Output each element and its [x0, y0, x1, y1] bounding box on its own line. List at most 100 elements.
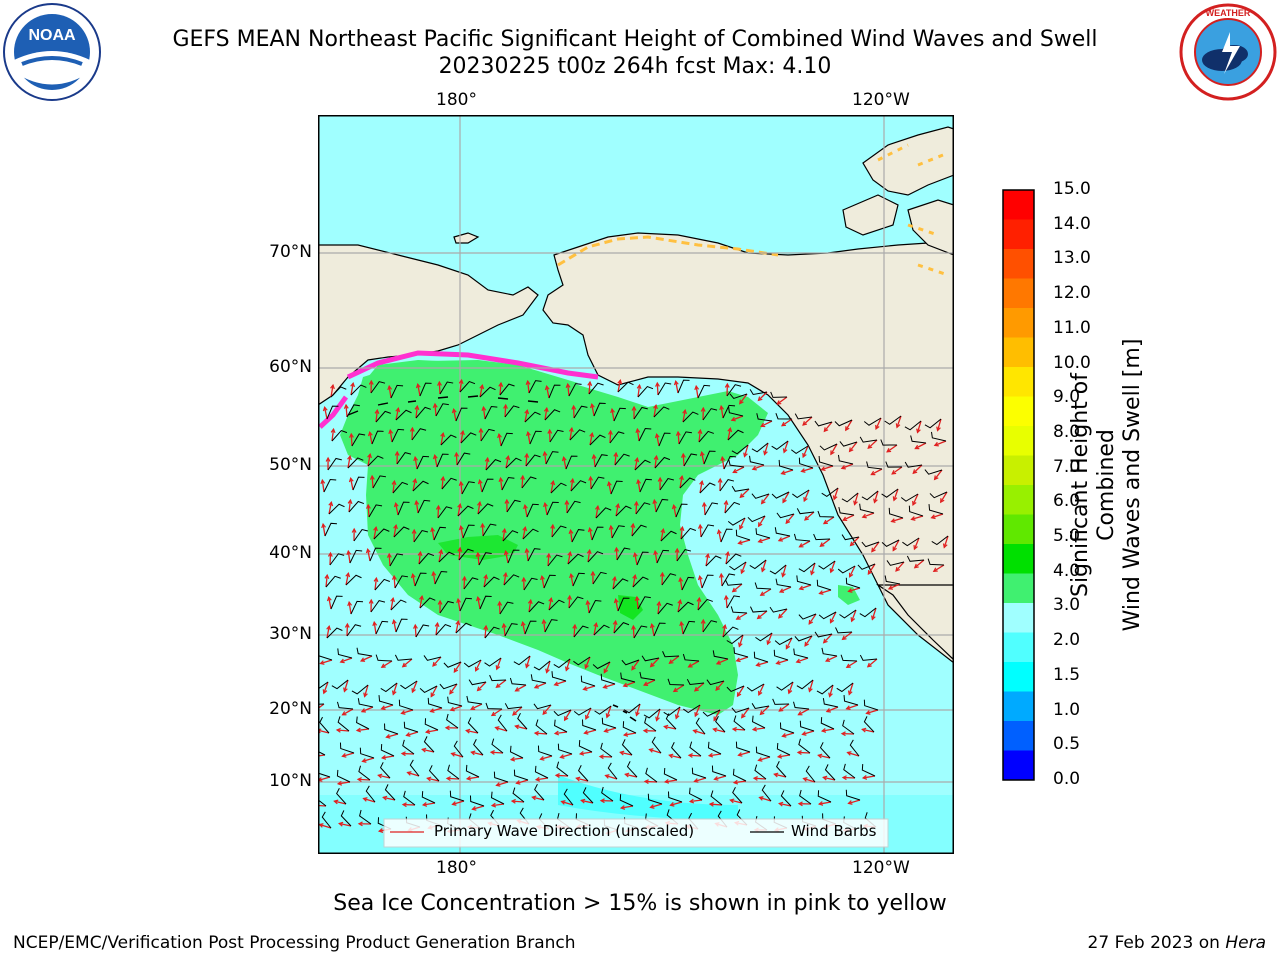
wind-barb — [447, 696, 463, 707]
wave-direction-arrow — [422, 748, 435, 753]
wave-direction-arrow — [830, 560, 836, 573]
wave-direction-arrowhead — [687, 663, 693, 668]
wave-direction-arrowhead — [739, 493, 745, 499]
wind-barb — [818, 560, 836, 570]
colorbar-segment — [1003, 249, 1034, 279]
wind-barb — [701, 574, 714, 589]
wind-barb — [607, 762, 618, 780]
wave-direction-arrow — [471, 751, 484, 756]
wind-barb — [691, 767, 707, 779]
wave-direction-arrow — [617, 380, 621, 393]
wind-barb — [798, 613, 817, 620]
wind-barb — [424, 718, 439, 731]
wave-direction-arrowhead — [841, 775, 847, 781]
wave-direction-arrow — [490, 751, 504, 754]
wind-barb — [403, 790, 416, 806]
wave-direction-arrowhead — [335, 727, 341, 733]
wave-direction-arrowhead — [810, 570, 815, 576]
wind-barb — [702, 408, 718, 421]
wave-direction-arrow — [697, 598, 701, 611]
wind-barb — [924, 469, 943, 475]
wave-direction-arrowhead — [454, 451, 460, 457]
wind-barb — [418, 552, 435, 565]
wave-direction-arrow — [483, 575, 487, 588]
wind-barb — [517, 712, 528, 730]
wave-direction-arrow — [521, 622, 526, 635]
wave-direction-arrowhead — [914, 444, 920, 450]
wave-direction-arrowhead — [802, 421, 808, 426]
wave-direction-arrow — [560, 753, 573, 759]
wind-barb — [534, 783, 545, 801]
wind-barb — [550, 482, 567, 494]
wave-direction-arrow — [362, 757, 375, 763]
wave-direction-arrowhead — [729, 798, 735, 804]
wave-direction-arrowhead — [847, 690, 853, 696]
wave-direction-arrow — [796, 657, 809, 663]
wind-barb — [548, 599, 565, 611]
wave-direction-arrow — [584, 656, 591, 669]
wind-barb — [861, 764, 876, 777]
wind-barb — [384, 784, 396, 801]
wind-barb — [484, 626, 500, 639]
wave-direction-arrowhead — [393, 523, 398, 530]
wave-direction-arrowhead — [720, 455, 726, 462]
wave-direction-arrowhead — [362, 797, 368, 802]
wave-direction-arrow — [460, 481, 463, 495]
wave-direction-arrow — [736, 656, 749, 662]
wave-direction-arrow — [383, 796, 396, 801]
wave-direction-arrow — [916, 420, 922, 433]
wave-direction-arrowhead — [715, 660, 722, 665]
wave-direction-arrow — [654, 551, 658, 564]
wind-barb — [667, 678, 685, 686]
wave-direction-arrow — [450, 705, 463, 711]
wave-direction-arrow — [760, 588, 772, 596]
wave-direction-arrowhead — [693, 778, 699, 783]
wave-direction-arrowhead — [582, 686, 588, 691]
wave-direction-arrow — [534, 682, 547, 689]
wind-barb — [592, 571, 607, 585]
wave-direction-arrowhead — [643, 779, 649, 785]
wind-barb — [655, 498, 669, 513]
wave-direction-arrowhead — [755, 662, 761, 667]
wave-direction-arrow — [679, 578, 683, 591]
wave-direction-arrow — [367, 549, 371, 562]
wave-direction-arrowhead — [846, 751, 852, 756]
wind-barb — [657, 382, 672, 396]
wave-direction-arrow — [432, 656, 442, 667]
wind-barb — [546, 501, 559, 516]
wind-barb — [726, 384, 742, 397]
wave-direction-arrow — [673, 505, 677, 518]
wave-direction-arrow — [716, 658, 729, 665]
wind-barb — [390, 599, 407, 611]
wave-direction-arrowhead — [649, 622, 655, 629]
wind-barb — [884, 575, 901, 585]
lat-label-50n: 50°N — [269, 455, 312, 475]
wave-direction-arrowhead — [873, 498, 878, 504]
wave-direction-arrowhead — [808, 687, 813, 693]
wind-barb — [633, 625, 648, 639]
colorbar-tick-label: 0.0 — [1053, 769, 1081, 789]
wind-barb — [730, 606, 748, 614]
wave-direction-arrowhead — [622, 682, 628, 688]
wave-direction-arrowhead — [780, 470, 786, 475]
colorbar-segment — [1003, 367, 1034, 397]
wave-direction-arrow — [914, 559, 925, 569]
wave-direction-arrow — [680, 527, 684, 540]
wave-direction-arrowhead — [503, 550, 509, 556]
wave-direction-arrowhead — [449, 689, 454, 695]
wind-barb — [372, 475, 387, 489]
wave-direction-arrowhead — [713, 776, 719, 781]
wave-direction-arrowhead — [845, 426, 850, 432]
wave-direction-arrow — [478, 480, 483, 493]
wave-direction-arrowhead — [632, 551, 638, 558]
wave-direction-arrow — [758, 683, 765, 696]
wave-direction-arrow — [415, 405, 418, 419]
wave-direction-arrow — [783, 440, 789, 453]
wave-direction-arrow — [390, 598, 394, 611]
wave-direction-arrow — [656, 382, 659, 396]
wind-barb — [733, 715, 746, 731]
wind-barb — [483, 576, 500, 588]
wave-direction-arrow — [632, 575, 636, 588]
wave-direction-arrowhead — [692, 729, 698, 734]
wave-direction-arrowhead — [343, 403, 349, 409]
